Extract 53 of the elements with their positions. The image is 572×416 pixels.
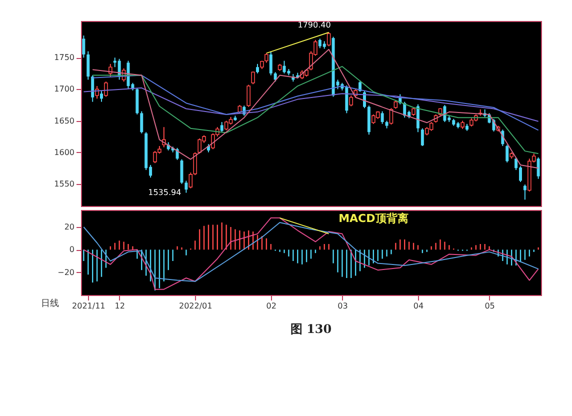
candlestick <box>326 32 331 47</box>
candlestick <box>264 52 268 64</box>
annotation: 1790.40 <box>298 20 331 30</box>
candlestick <box>126 60 130 90</box>
candlestick <box>416 104 420 133</box>
candlestick <box>82 35 86 58</box>
y-tick-label: 20 <box>64 222 74 232</box>
text: 日线 <box>41 298 59 309</box>
candlestick <box>523 184 526 200</box>
annotation: 1535.94 <box>148 188 182 197</box>
x-tick-label: 04 <box>413 302 424 310</box>
x-tick-label: 03 <box>338 302 348 310</box>
candlestick <box>91 74 94 102</box>
candlestick <box>224 120 228 131</box>
candlestick <box>188 172 193 189</box>
line-series <box>92 74 539 131</box>
line-series <box>83 87 539 122</box>
candlestick <box>536 156 540 180</box>
candlestick <box>269 50 272 76</box>
candlestick <box>282 60 286 74</box>
candlestick <box>108 63 112 78</box>
candlestick <box>180 158 184 184</box>
y-tick-label: −20 <box>58 268 74 277</box>
candlestick <box>136 87 139 115</box>
y-tick-label: 1550 <box>54 179 74 188</box>
candlestick <box>420 128 424 147</box>
candlestick <box>95 86 99 100</box>
candlestick <box>104 81 108 98</box>
x-tick-label: 05 <box>484 302 495 310</box>
candlestick <box>193 152 198 176</box>
y-tick-label: 1600 <box>54 148 74 157</box>
y-tick-label: 1750 <box>54 53 74 62</box>
y-tick-label: 1700 <box>54 84 74 94</box>
line-series <box>92 66 539 154</box>
candlestick <box>140 110 144 134</box>
x-tick-label: 12 <box>114 302 125 310</box>
candlestick <box>251 71 255 85</box>
candlestick <box>86 50 90 80</box>
candlestick <box>256 63 260 74</box>
candlestick <box>349 95 354 107</box>
x-tick-label: 02 <box>266 302 276 310</box>
candlestick <box>506 144 509 163</box>
x-tick-label: 2021/11 <box>72 302 106 310</box>
x-tick-label: 2022/01 <box>178 302 212 310</box>
candlestick <box>184 180 188 194</box>
y-tick-label: 0 <box>69 245 74 254</box>
text: 图 130 <box>290 322 332 336</box>
candlestick <box>380 110 384 124</box>
candlestick <box>100 90 104 102</box>
candlestick <box>246 84 250 108</box>
y-tick-label: 1650 <box>54 116 74 126</box>
candlestick <box>220 122 224 133</box>
annotation: MACD顶背离 <box>338 212 408 225</box>
